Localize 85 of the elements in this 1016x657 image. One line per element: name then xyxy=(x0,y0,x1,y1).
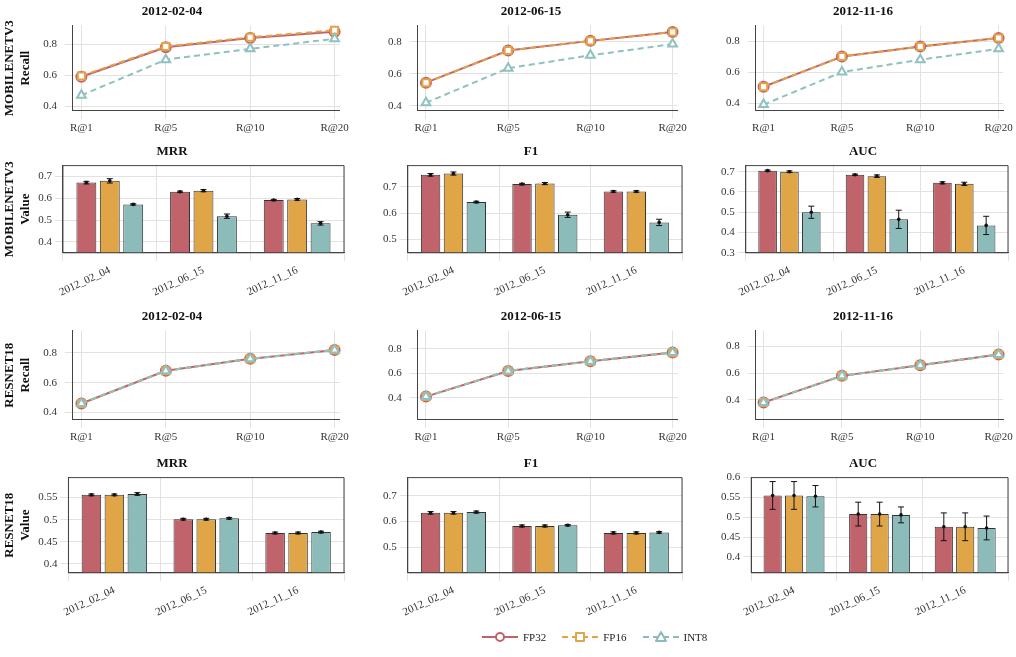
chart-title: MRR xyxy=(156,455,189,471)
legend-label: FP32 xyxy=(523,631,547,643)
y-tick-label: 0.6 xyxy=(43,68,58,81)
y-tick-label: 0.4 xyxy=(43,405,58,418)
y-tick-label: 0.4 xyxy=(721,225,736,238)
x-tick-label: R@20 xyxy=(658,430,688,443)
y-tick-label: 0.5 xyxy=(43,512,58,525)
y-tick-label: 0.4 xyxy=(43,556,58,569)
chart-title: 2012-11-16 xyxy=(833,308,894,324)
y-tick-label: 0.6 xyxy=(388,66,403,79)
y-tick-label: 0.4 xyxy=(388,98,403,111)
y-tick-label: 0.6 xyxy=(388,366,403,379)
y-tick-label: 0.8 xyxy=(388,341,403,354)
x-tick-label: R@10 xyxy=(235,430,265,443)
y-tick-label: 0.4 xyxy=(43,99,58,112)
x-tick-label: R@5 xyxy=(830,121,854,134)
x-tick-label: R@1 xyxy=(752,121,776,134)
chart-title: 2012-06-15 xyxy=(500,3,562,19)
y-tick-label: 0.4 xyxy=(726,392,741,405)
y-tick-label: 0.8 xyxy=(726,33,741,46)
x-tick-label: R@10 xyxy=(235,121,265,134)
x-tick-label: R@10 xyxy=(576,430,606,443)
y-axis-title: RESNET18 Recall xyxy=(1,342,32,408)
x-tick-label: R@20 xyxy=(320,121,350,134)
chart-title: F1 xyxy=(523,455,539,471)
y-tick-label: 0.45 xyxy=(721,529,741,542)
x-tick-label: R@1 xyxy=(69,121,93,134)
y-tick-label: 0.6 xyxy=(726,366,741,379)
legend-label: INT8 xyxy=(683,631,708,643)
y-tick-label: 0.5 xyxy=(383,232,398,245)
y-axis-title: MOBILENETV3 Recall xyxy=(1,19,32,117)
y-tick-label: 0.4 xyxy=(726,95,741,108)
y-tick-label: 0.55 xyxy=(38,490,58,503)
x-tick-label: R@1 xyxy=(414,121,438,134)
x-tick-label: R@10 xyxy=(906,121,935,134)
y-tick-label: 0.6 xyxy=(726,64,741,77)
y-tick-label: 0.6 xyxy=(721,184,736,197)
x-tick-label: R@5 xyxy=(830,430,854,443)
chart-title: MRR xyxy=(156,143,189,159)
x-tick-label: R@5 xyxy=(496,430,521,443)
y-tick-label: 0.5 xyxy=(383,539,398,552)
x-tick-label: R@1 xyxy=(752,430,776,443)
chart-title: 2012-06-15 xyxy=(500,308,562,324)
legend-label: FP16 xyxy=(603,631,627,643)
y-tick-label: 0.5 xyxy=(726,510,741,523)
y-tick-label: 0.3 xyxy=(721,245,736,258)
y-tick-label: 0.4 xyxy=(388,390,403,403)
y-tick-label: 0.8 xyxy=(726,339,741,352)
y-tick-label: 0.4 xyxy=(726,549,741,562)
x-tick-label: R@1 xyxy=(414,430,438,443)
x-tick-label: R@5 xyxy=(496,121,521,134)
y-tick-label: 0.55 xyxy=(721,490,741,503)
y-tick-label: 0.8 xyxy=(43,345,58,358)
y-axis-title: MOBILENETV3 Value xyxy=(1,160,32,258)
y-tick-label: 0.6 xyxy=(383,514,398,527)
x-tick-label: R@20 xyxy=(984,430,1014,443)
y-tick-label: 0.8 xyxy=(43,37,58,50)
y-tick-label: 0.6 xyxy=(43,375,58,388)
y-axis-title: RESNET18 Value xyxy=(1,492,32,558)
chart-title: 2012-02-04 xyxy=(141,308,203,324)
chart-title: AUC xyxy=(848,143,878,159)
x-tick-label: R@20 xyxy=(984,121,1014,134)
y-tick-label: 0.7 xyxy=(38,169,53,182)
x-tick-label: R@5 xyxy=(154,121,178,134)
y-tick-label: 0.8 xyxy=(388,34,403,47)
y-tick-label: 0.4 xyxy=(38,234,53,247)
y-tick-label: 0.45 xyxy=(38,534,58,547)
y-tick-label: 0.7 xyxy=(383,488,398,501)
y-tick-label: 0.7 xyxy=(721,164,736,177)
y-tick-label: 0.7 xyxy=(383,179,398,192)
x-tick-label: R@10 xyxy=(906,430,935,443)
x-tick-label: R@20 xyxy=(658,121,688,134)
y-tick-label: 0.6 xyxy=(38,191,53,204)
chart-title: 2012-02-04 xyxy=(141,3,203,19)
x-tick-label: R@5 xyxy=(154,430,178,443)
chart-title: 2012-11-16 xyxy=(833,3,894,19)
x-tick-label: R@10 xyxy=(576,121,606,134)
x-tick-label: R@20 xyxy=(320,430,350,443)
y-tick-label: 0.5 xyxy=(38,212,53,225)
y-tick-label: 0.5 xyxy=(721,205,736,218)
chart-title: F1 xyxy=(523,143,539,159)
chart-title: AUC xyxy=(848,455,878,471)
x-tick-label: R@1 xyxy=(69,430,93,443)
y-tick-label: 0.6 xyxy=(726,470,741,483)
y-tick-label: 0.6 xyxy=(383,206,398,219)
